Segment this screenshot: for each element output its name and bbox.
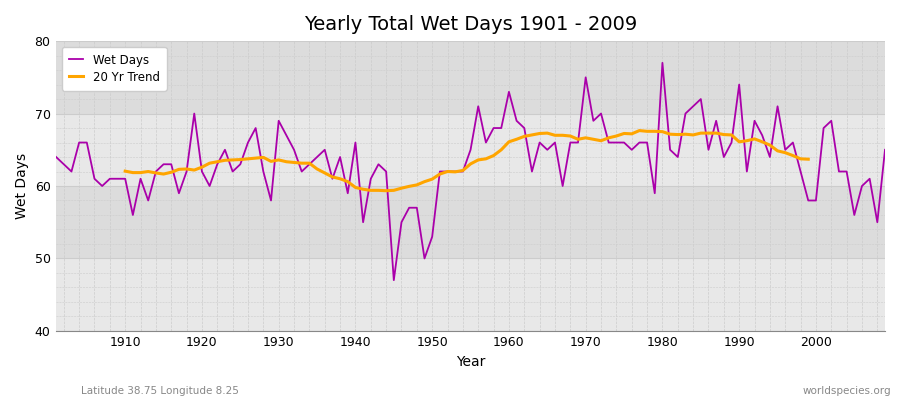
20 Yr Trend	[718, 132, 729, 137]
Bar	[56, 114, 885, 186]
Bar	[56, 41, 885, 114]
Bar	[56, 186, 885, 258]
Legend: Wet Days, 20 Yr Trend: Wet Days, 20 Yr Trend	[62, 47, 166, 91]
Line: 20 Yr Trend: 20 Yr Trend	[125, 130, 808, 191]
Wet Days	[281, 133, 292, 138]
Wet Days	[389, 278, 400, 282]
20 Yr Trend	[788, 153, 798, 158]
20 Yr Trend	[327, 174, 338, 179]
20 Yr Trend	[381, 188, 392, 193]
20 Yr Trend	[634, 128, 644, 133]
Wet Days	[511, 118, 522, 123]
Wet Days	[879, 147, 890, 152]
Wet Days	[112, 176, 123, 181]
Text: worldspecies.org: worldspecies.org	[803, 386, 891, 396]
20 Yr Trend	[120, 169, 130, 174]
20 Yr Trend	[212, 159, 222, 164]
20 Yr Trend	[803, 157, 814, 162]
Line: Wet Days: Wet Days	[56, 63, 885, 280]
Wet Days	[50, 155, 61, 160]
Wet Days	[603, 140, 614, 145]
Title: Yearly Total Wet Days 1901 - 2009: Yearly Total Wet Days 1901 - 2009	[304, 15, 637, 34]
X-axis label: Year: Year	[456, 355, 485, 369]
20 Yr Trend	[703, 131, 714, 136]
Y-axis label: Wet Days: Wet Days	[15, 153, 29, 219]
Wet Days	[503, 90, 514, 94]
Wet Days	[327, 176, 338, 181]
Wet Days	[657, 60, 668, 65]
Bar	[56, 258, 885, 331]
Text: Latitude 38.75 Longitude 8.25: Latitude 38.75 Longitude 8.25	[81, 386, 239, 396]
20 Yr Trend	[603, 136, 614, 140]
